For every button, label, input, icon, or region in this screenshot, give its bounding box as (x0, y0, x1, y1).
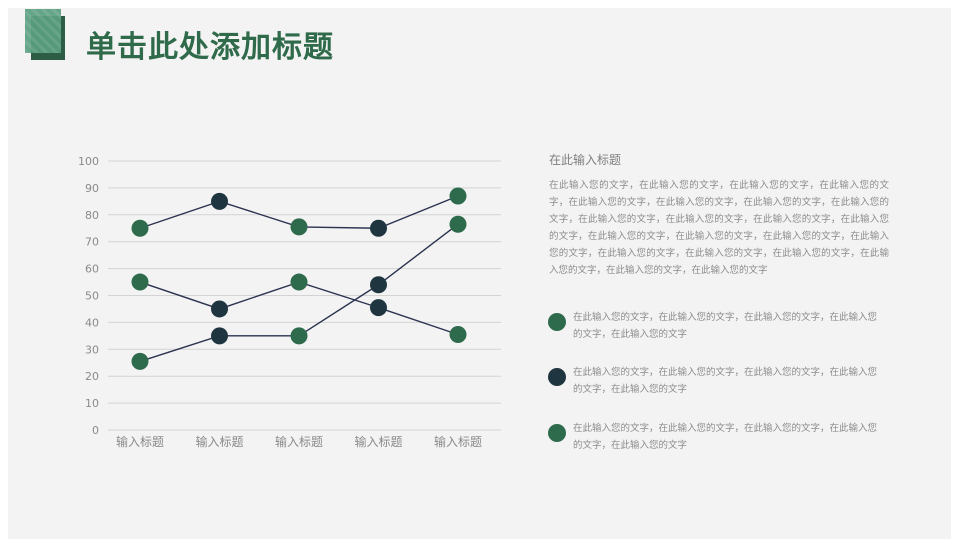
y-tick-label-100: 100 (78, 155, 99, 168)
data-point-s1-2 (211, 192, 228, 210)
data-point-s3-1 (131, 352, 149, 370)
data-point-s1-1 (131, 219, 149, 237)
data-point-s3-3 (290, 327, 308, 345)
x-tick-label-5: 输入标题 (434, 434, 482, 449)
bullet-dot-2 (548, 368, 566, 386)
slide-title[interactable]: 单击此处添加标题 (86, 30, 334, 65)
data-point-s3-4 (370, 276, 387, 294)
y-tick-label-0: 0 (92, 424, 99, 437)
data-point-s1-3 (290, 218, 308, 236)
y-tick-label-90: 90 (85, 182, 99, 195)
side-paragraph[interactable]: 在此输入您的文字，在此输入您的文字，在此输入您的文字，在此输入您的文字，在此输入… (549, 180, 889, 276)
data-point-s3-2 (211, 327, 228, 345)
side-heading[interactable]: 在此输入标题 (549, 153, 622, 167)
y-tick-label-70: 70 (85, 236, 99, 249)
data-point-s2-1 (131, 273, 149, 291)
x-tick-label-3: 输入标题 (275, 434, 323, 449)
data-point-s3-5 (449, 215, 467, 233)
y-tick-label-40: 40 (85, 316, 99, 329)
bullet-dot-3 (548, 424, 566, 442)
y-tick-label-80: 80 (85, 209, 99, 222)
x-tick-label-2: 输入标题 (195, 434, 243, 449)
bullet-text-1[interactable]: 在此输入您的文字，在此输入您的文字，在此输入您的文字，在此输入您的文字，在此输入… (573, 312, 878, 340)
slide-background (8, 8, 951, 539)
y-tick-label-30: 30 (85, 343, 99, 356)
x-tick-label-4: 输入标题 (354, 434, 402, 449)
y-tick-label-50: 50 (85, 290, 99, 303)
bullet-dot-1 (548, 313, 566, 331)
y-tick-label-10: 10 (85, 397, 99, 410)
y-tick-label-20: 20 (85, 370, 99, 383)
data-point-s2-5 (449, 326, 467, 344)
title-decoration-front (25, 9, 61, 53)
data-point-s1-5 (449, 187, 467, 205)
data-point-s2-4 (370, 299, 387, 317)
data-point-s1-4 (370, 219, 387, 237)
data-point-s2-3 (290, 273, 308, 291)
y-tick-label-60: 60 (85, 263, 99, 276)
x-tick-label-1: 输入标题 (116, 434, 164, 449)
bullet-text-3[interactable]: 在此输入您的文字，在此输入您的文字，在此输入您的文字，在此输入您的文字，在此输入… (573, 423, 878, 451)
bullet-text-2[interactable]: 在此输入您的文字，在此输入您的文字，在此输入您的文字，在此输入您的文字，在此输入… (573, 367, 878, 395)
data-point-s2-2 (211, 300, 228, 318)
